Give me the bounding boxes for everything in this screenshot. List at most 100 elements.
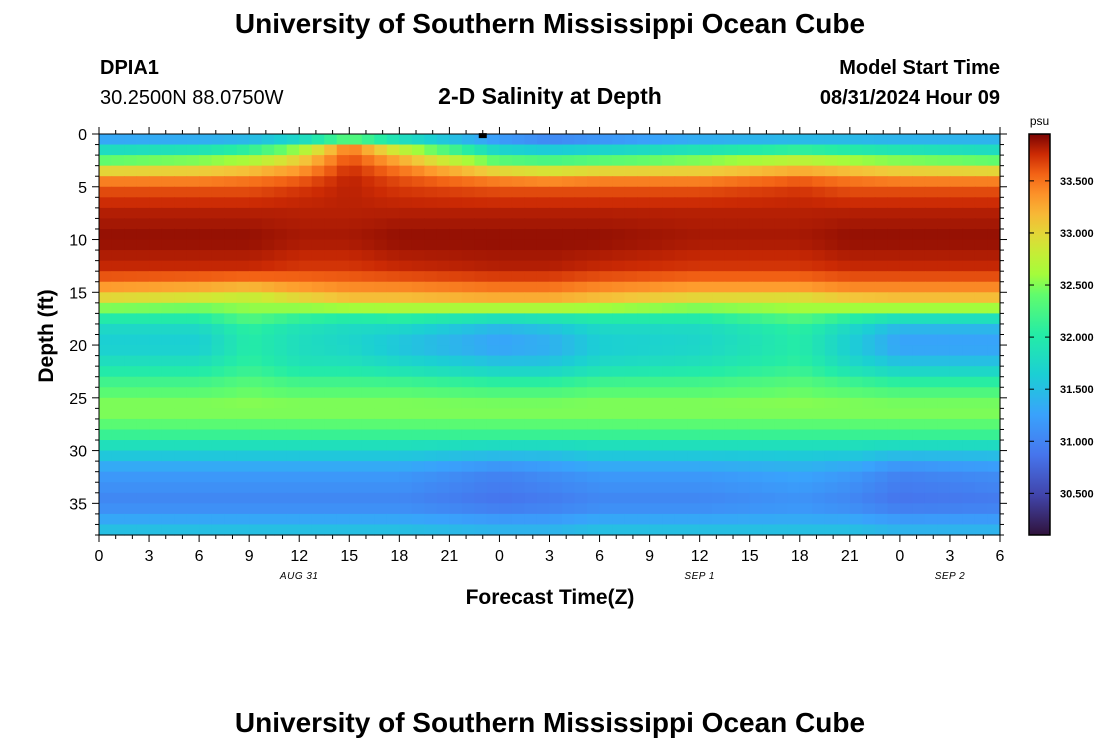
heatmap-cell: [549, 134, 563, 146]
heatmap-cell: [737, 408, 751, 420]
heatmap-cell: [662, 197, 676, 209]
heatmap-cell: [562, 292, 576, 304]
heatmap-cell: [274, 492, 288, 504]
heatmap-cell: [524, 376, 538, 388]
heatmap-cell: [862, 239, 876, 251]
heatmap-cell: [236, 250, 250, 262]
heatmap-cell: [149, 323, 163, 336]
heatmap-cell: [949, 450, 964, 462]
heatmap-cell: [749, 228, 763, 241]
heatmap-cell: [737, 281, 751, 293]
heatmap-cell: [99, 323, 113, 336]
heatmap-cell: [849, 323, 863, 336]
heatmap-cell: [587, 471, 601, 483]
heatmap-cell: [299, 408, 313, 420]
heatmap-cell: [161, 492, 175, 504]
heatmap-cell: [662, 334, 676, 346]
heatmap-cell: [599, 513, 613, 526]
heatmap-cell: [286, 313, 300, 325]
heatmap-cell: [849, 281, 863, 293]
heatmap-cell: [336, 503, 350, 515]
heatmap-cell: [599, 334, 613, 346]
heatmap-cell: [787, 513, 801, 526]
heatmap-cell: [837, 313, 851, 325]
heatmap-cell: [737, 397, 751, 409]
heatmap-cell: [324, 218, 338, 230]
heatmap-cell: [924, 461, 939, 473]
heatmap-cell: [787, 218, 801, 230]
heatmap-cell: [724, 292, 738, 304]
heatmap-cell: [912, 387, 926, 399]
heatmap-cell: [962, 461, 976, 473]
heatmap-cell: [574, 292, 588, 304]
heatmap-cell: [674, 260, 688, 272]
heatmap-cell: [787, 207, 801, 220]
heatmap-cell: [962, 197, 976, 209]
heatmap-cell: [449, 450, 463, 462]
heatmap-cell: [411, 345, 425, 357]
heatmap-cell: [849, 513, 863, 526]
heatmap-cell: [724, 134, 738, 146]
heatmap-cell: [99, 176, 113, 188]
heatmap-cell: [411, 176, 425, 188]
heatmap-cell: [274, 334, 288, 346]
heatmap-cell: [486, 155, 501, 167]
heatmap-cell: [161, 397, 175, 409]
x-tick-label: 0: [95, 548, 104, 565]
heatmap-cell: [111, 471, 125, 483]
heatmap-cell: [99, 461, 113, 473]
heatmap-cell: [374, 492, 388, 504]
heatmap-cell: [574, 313, 588, 325]
heatmap-cell: [637, 144, 651, 156]
heatmap-cell: [949, 492, 964, 504]
heatmap-cell: [224, 134, 238, 146]
heatmap-cell: [749, 408, 763, 420]
heatmap-cell: [361, 207, 375, 220]
heatmap-cell: [299, 313, 313, 325]
heatmap-cell: [461, 197, 476, 209]
heatmap-cell: [474, 513, 488, 526]
heatmap-cell: [336, 292, 350, 304]
heatmap-cell: [887, 355, 901, 367]
heatmap-cell: [887, 239, 901, 251]
heatmap-cell: [649, 313, 663, 325]
heatmap-cell: [762, 334, 776, 346]
heatmap-cell: [874, 450, 888, 462]
heatmap-cell: [461, 503, 476, 515]
heatmap-cell: [937, 165, 951, 177]
heatmap-cell: [524, 155, 538, 167]
heatmap-cell: [449, 513, 463, 526]
heatmap-cell: [649, 186, 663, 198]
heatmap-cell: [799, 397, 813, 409]
heatmap-cell: [336, 197, 350, 209]
heatmap-cell: [324, 397, 338, 409]
heatmap-cell: [349, 323, 363, 336]
heatmap-cell: [599, 134, 613, 146]
heatmap-cell: [674, 186, 688, 198]
heatmap-cell: [111, 197, 125, 209]
heatmap-cell: [899, 197, 913, 209]
heatmap-cell: [411, 197, 425, 209]
heatmap-cell: [361, 144, 375, 156]
heatmap-cell: [299, 334, 313, 346]
heatmap-cell: [637, 165, 651, 177]
heatmap-cell: [749, 366, 763, 378]
heatmap-cell: [124, 461, 138, 473]
heatmap-cell: [461, 292, 476, 304]
heatmap-cell: [424, 513, 438, 526]
heatmap-cell: [186, 345, 200, 357]
heatmap-cell: [286, 186, 300, 198]
heatmap-cell: [449, 281, 463, 293]
heatmap-cell: [862, 186, 876, 198]
heatmap-cell: [536, 408, 551, 420]
heatmap-cell: [261, 492, 275, 504]
heatmap-cell: [261, 186, 275, 198]
heatmap-cell: [186, 228, 200, 241]
heatmap-cell: [174, 155, 188, 167]
heatmap-cell: [849, 440, 863, 452]
heatmap-cell: [624, 429, 638, 441]
heatmap-cell: [787, 429, 801, 441]
heatmap-cell: [612, 260, 626, 272]
heatmap-cell: [511, 387, 526, 399]
heatmap-cell: [186, 408, 200, 420]
